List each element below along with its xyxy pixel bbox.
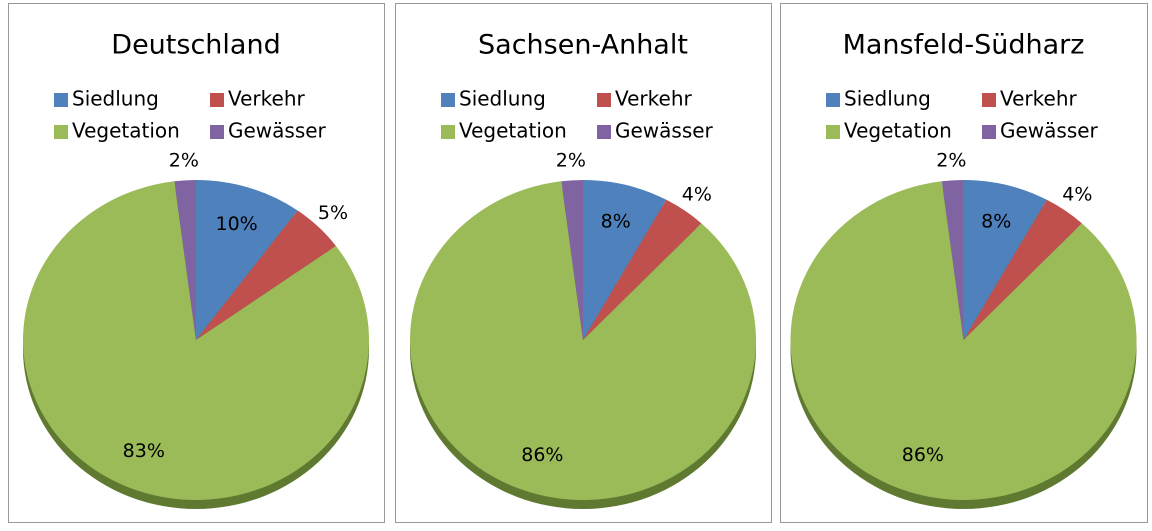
data-label: 2% [936, 150, 966, 172]
legend-swatch [441, 125, 455, 139]
chart-title: Sachsen-Anhalt [478, 30, 688, 61]
data-label: 8% [601, 211, 631, 233]
pie-slice [174, 180, 196, 340]
pie-slice [196, 210, 336, 340]
legend-swatch [597, 93, 611, 107]
pie-slice [583, 199, 702, 340]
legend-label: Vegetation [459, 119, 567, 143]
pie-slice [22, 181, 370, 500]
pie-slice [561, 180, 583, 340]
legend-swatch [210, 93, 224, 107]
pie-slice [963, 180, 1047, 340]
data-label: 4% [1062, 184, 1092, 206]
legend-label: Siedlung [459, 87, 546, 111]
legend-swatch [982, 93, 996, 107]
legend-label: Verkehr [228, 87, 306, 111]
chart-title: Mansfeld-Südharz [843, 30, 1085, 61]
pie-slice [963, 199, 1082, 340]
data-label: 10% [216, 213, 258, 235]
legend-swatch [54, 93, 68, 107]
legend-swatch [441, 93, 455, 107]
data-label: 2% [556, 150, 586, 172]
legend-label: Verkehr [1000, 87, 1078, 111]
legend-label: Vegetation [72, 119, 180, 143]
legend-label: Gewässer [228, 119, 327, 143]
legend-label: Gewässer [615, 119, 714, 143]
legend-label: Siedlung [72, 87, 159, 111]
pie-slice [410, 181, 756, 500]
chart-title: Deutschland [111, 30, 280, 61]
legend-swatch [826, 125, 840, 139]
pie-slice [196, 180, 298, 340]
pie-slice [583, 180, 667, 340]
data-label: 8% [981, 211, 1011, 233]
legend-swatch [826, 93, 840, 107]
legend-label: Vegetation [844, 119, 952, 143]
pie-slice [941, 180, 964, 340]
data-label: 83% [123, 440, 165, 462]
legend-swatch [982, 125, 996, 139]
legend-label: Gewässer [1000, 119, 1099, 143]
data-label: 4% [682, 184, 712, 206]
pie-slice [790, 181, 1137, 500]
data-label: 86% [521, 444, 563, 466]
legend-swatch [54, 125, 68, 139]
legend-swatch [210, 125, 224, 139]
data-label: 86% [902, 444, 944, 466]
data-label: 5% [318, 202, 348, 224]
data-label: 2% [169, 150, 199, 172]
legend-label: Siedlung [844, 87, 931, 111]
legend-swatch [597, 125, 611, 139]
legend-label: Verkehr [615, 87, 693, 111]
